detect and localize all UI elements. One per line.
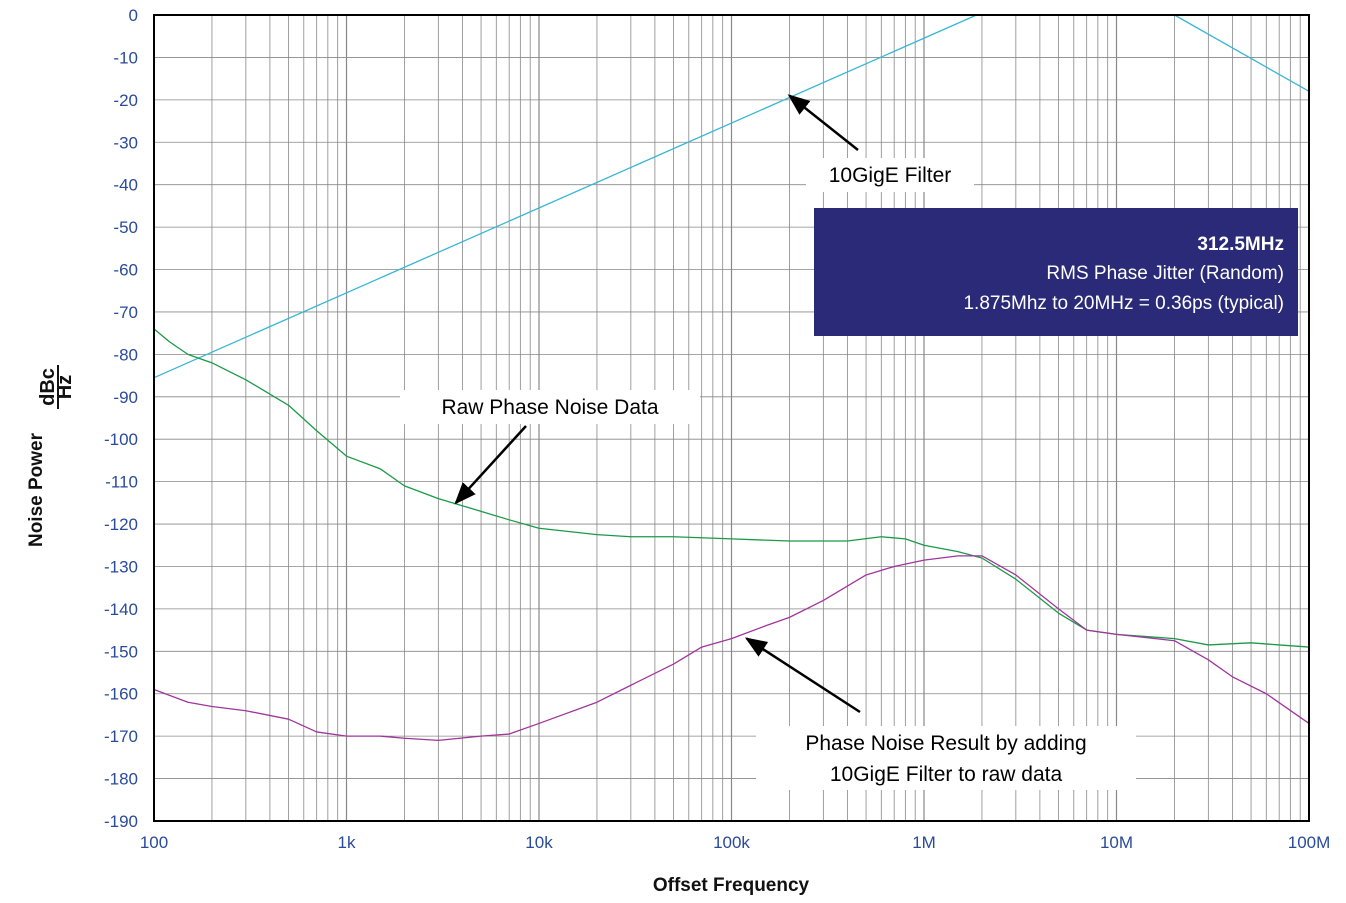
y-axis-ticks: 0 -10 -20 -30 -40 -50 -60 -70 -80 -90 -100 -110 -120… <box>104 6 138 831</box>
y-tick-label: -90 <box>113 388 138 407</box>
y-tick-label: -140 <box>104 600 138 619</box>
annotations: 10GigE Filter Raw Phase Noise Data Phase N… <box>400 94 1136 790</box>
plot-frame <box>153 14 1310 822</box>
annotation-label: Raw Phase Noise Data <box>441 396 658 419</box>
annotation-label: Phase Noise Result by adding <box>805 732 1086 755</box>
y-tick-label: -40 <box>113 176 138 195</box>
y-tick-label: -100 <box>104 430 138 449</box>
x-axis-title: Offset Frequency <box>653 875 810 896</box>
grid <box>153 14 1309 822</box>
y-axis-title-prefix: Noise Power <box>26 432 47 547</box>
y-tick-label: -50 <box>113 218 138 237</box>
x-tick-label: 100k <box>713 833 750 852</box>
info-box-title: 312.5MHz <box>1197 234 1284 255</box>
annotation-background <box>806 158 974 192</box>
annotation-arrow <box>787 94 859 151</box>
y-tick-label: -60 <box>113 261 138 280</box>
info-box-line-2: 1.875Mhz to 20MHz = 0.36ps (typical) <box>963 293 1284 314</box>
y-tick-label: -30 <box>113 133 138 152</box>
annotation-label: 10GigE Filter <box>829 164 952 187</box>
y-tick-label: -160 <box>104 685 138 704</box>
y-tick-label: -170 <box>104 727 138 746</box>
y-tick-label: -130 <box>104 557 138 576</box>
annotation-label: 10GigE Filter to raw data <box>830 763 1063 786</box>
y-axis-title: Noise Power dBc Hz <box>26 365 76 547</box>
x-tick-label: 100 <box>140 833 168 852</box>
y-tick-label: 0 <box>129 6 138 25</box>
annotation-background <box>756 726 1136 790</box>
y-tick-label: -120 <box>104 515 138 534</box>
annotation-background <box>400 390 700 424</box>
y-tick-label: -10 <box>113 48 138 67</box>
x-tick-label: 10k <box>525 833 553 852</box>
y-axis-unit-denominator: Hz <box>54 375 76 399</box>
y-tick-label: -150 <box>104 642 138 661</box>
info-box: 312.5MHz RMS Phase Jitter (Random) 1.875… <box>814 208 1298 336</box>
x-tick-label: 10M <box>1100 833 1133 852</box>
x-axis-ticks: 100 1k 10k 100k 1M 10M 100M <box>140 833 1330 852</box>
y-tick-label: -20 <box>113 91 138 110</box>
y-tick-label: -110 <box>105 473 138 492</box>
annotation-arrow <box>744 637 861 714</box>
info-box-line-1: RMS Phase Jitter (Random) <box>1046 263 1284 284</box>
series-line-2 <box>153 555 1310 742</box>
y-tick-label: -80 <box>113 345 138 364</box>
info-box-background <box>814 208 1298 336</box>
y-tick-label: -70 <box>113 303 138 322</box>
y-axis-unit-numerator: dBc <box>37 368 59 406</box>
y-tick-label: -190 <box>104 812 138 831</box>
x-tick-label: 1M <box>912 833 936 852</box>
x-tick-label: 1k <box>338 833 356 852</box>
y-tick-label: -180 <box>104 770 138 789</box>
x-tick-label: 100M <box>1288 833 1331 852</box>
annotation-arrow <box>454 425 527 505</box>
